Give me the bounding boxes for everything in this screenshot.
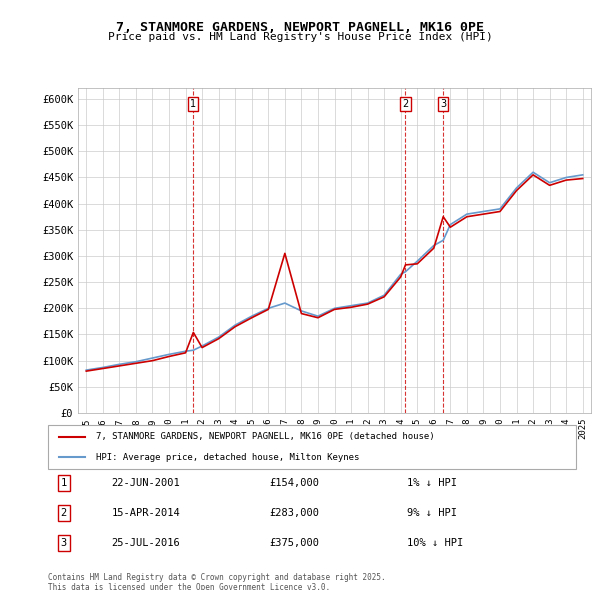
Text: 1: 1: [190, 99, 196, 109]
Text: 10% ↓ HPI: 10% ↓ HPI: [407, 538, 463, 548]
Text: This data is licensed under the Open Government Licence v3.0.: This data is licensed under the Open Gov…: [48, 583, 330, 590]
Text: 1: 1: [61, 478, 67, 488]
Text: HPI: Average price, detached house, Milton Keynes: HPI: Average price, detached house, Milt…: [95, 453, 359, 461]
Text: 1% ↓ HPI: 1% ↓ HPI: [407, 478, 457, 488]
Text: 7, STANMORE GARDENS, NEWPORT PAGNELL, MK16 0PE (detached house): 7, STANMORE GARDENS, NEWPORT PAGNELL, MK…: [95, 432, 434, 441]
Text: 3: 3: [440, 99, 446, 109]
Text: Price paid vs. HM Land Registry's House Price Index (HPI): Price paid vs. HM Land Registry's House …: [107, 32, 493, 42]
Text: 25-JUL-2016: 25-JUL-2016: [112, 538, 180, 548]
Text: 2: 2: [61, 508, 67, 518]
Text: £154,000: £154,000: [270, 478, 320, 488]
Text: 3: 3: [61, 538, 67, 548]
Text: 7, STANMORE GARDENS, NEWPORT PAGNELL, MK16 0PE: 7, STANMORE GARDENS, NEWPORT PAGNELL, MK…: [116, 21, 484, 34]
FancyBboxPatch shape: [48, 425, 576, 469]
Text: Contains HM Land Registry data © Crown copyright and database right 2025.: Contains HM Land Registry data © Crown c…: [48, 573, 386, 582]
Text: £375,000: £375,000: [270, 538, 320, 548]
Text: 9% ↓ HPI: 9% ↓ HPI: [407, 508, 457, 518]
Text: 15-APR-2014: 15-APR-2014: [112, 508, 180, 518]
Text: £283,000: £283,000: [270, 508, 320, 518]
Text: 2: 2: [403, 99, 409, 109]
Text: 22-JUN-2001: 22-JUN-2001: [112, 478, 180, 488]
